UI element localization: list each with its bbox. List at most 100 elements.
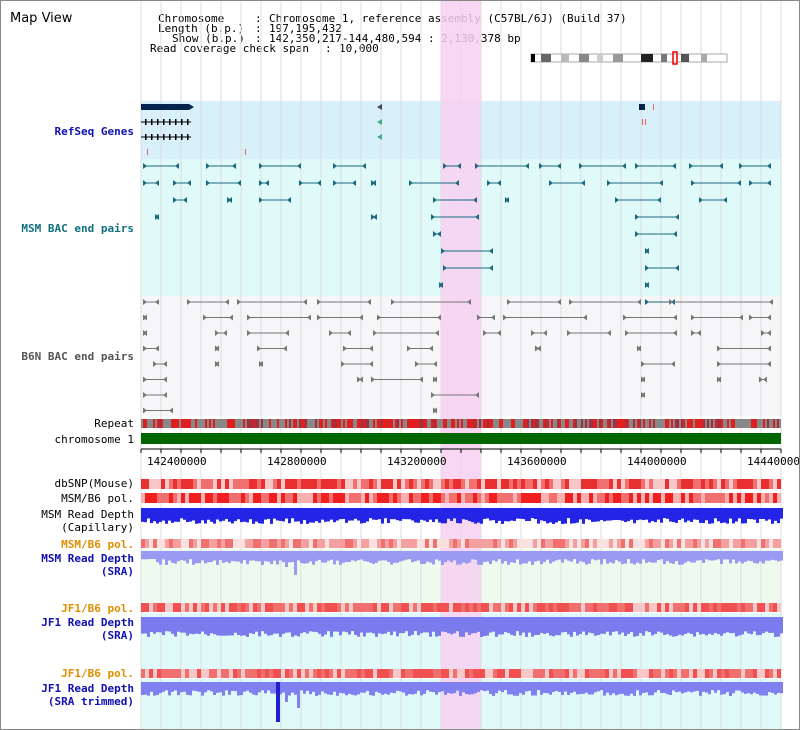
jf1-trim-depth-bar	[372, 682, 375, 696]
repeat-mark	[195, 419, 197, 428]
jf1-sra-depth-bar	[258, 617, 261, 637]
msm-cap-depth-bar	[705, 508, 708, 521]
msm-sra-depth-bar	[339, 551, 342, 565]
msm-cap-depth-bar	[327, 508, 330, 522]
jf1-pol2-cell	[645, 669, 649, 678]
msm-pol2-cell	[737, 539, 741, 548]
msm-pol-cell	[437, 493, 441, 503]
msm-cap-depth-bar	[411, 508, 414, 521]
b6n-bac-pair-end	[433, 407, 437, 414]
jf1-pol-cell	[245, 603, 249, 612]
jf1-pol2-cell	[185, 669, 189, 678]
repeat-mark	[639, 419, 641, 428]
jf1-pol-cell	[621, 603, 625, 612]
jf1-pol2-cell	[593, 669, 597, 678]
jf1-sra-depth-bar	[513, 617, 516, 636]
msm-bac-pair-end	[739, 163, 743, 169]
jf1-sra-depth-bar	[408, 617, 411, 637]
msm-bac-pair-end	[473, 197, 477, 203]
jf1-sra-depth-bar	[627, 617, 630, 634]
msm-pol-cell	[341, 493, 345, 503]
dbsnp-cell	[689, 479, 693, 489]
repeat-mark	[255, 419, 257, 428]
repeat-mark	[415, 419, 417, 428]
msm-pol2-cell	[705, 539, 709, 548]
msm-cap-depth-bar	[561, 508, 564, 524]
jf1-trim-depth-bar	[378, 682, 381, 694]
jf1-trim-depth-bar	[243, 682, 246, 692]
msm-sra-depth-bar	[423, 551, 426, 565]
msm-pol2-cell	[385, 539, 389, 548]
msm-cap-depth-bar	[378, 508, 381, 520]
jf1-pol2-cell	[413, 669, 417, 678]
msm-sra-depth-bar	[477, 551, 480, 565]
repeat-mark	[461, 419, 463, 428]
msm-sra-depth-bar	[399, 551, 402, 562]
jf1-pol-cell	[173, 603, 177, 612]
msm-pol2-cell	[465, 539, 469, 548]
gene-arrow	[377, 104, 382, 110]
jf1-pol2-cell	[281, 669, 285, 678]
jf1-trim-depth-bar	[516, 682, 519, 696]
jf1-trim-depth-bar	[399, 682, 402, 692]
msm-sra-depth-bar	[465, 551, 468, 564]
dbsnp-cell	[705, 479, 709, 489]
repeat-mark	[671, 419, 673, 428]
msm-cap-depth-bar	[303, 508, 306, 521]
repeat-mark	[433, 419, 435, 428]
ideogram-band	[701, 54, 707, 62]
jf1-trim-depth-bar	[573, 682, 576, 692]
msm-pol-cell	[217, 493, 221, 503]
jf1-pol-cell	[369, 603, 373, 612]
jf1-pol2-cell	[293, 669, 297, 678]
jf1-sra-depth-bar	[324, 617, 327, 635]
b6n-bac-pair-end	[767, 345, 771, 352]
b6n-bac-pair-end	[341, 361, 345, 367]
msm-cap-depth-bar	[771, 508, 774, 524]
jf1-sra-depth-bar	[585, 617, 588, 636]
msm-cap-depth-bar	[321, 508, 324, 520]
repeat-mark	[677, 419, 679, 428]
dbsnp-cell	[345, 479, 349, 489]
jf1-sra-depth-bar	[432, 617, 435, 632]
msm-cap-depth-bar	[672, 508, 675, 523]
jf1-trim-depth-bar	[222, 682, 225, 696]
msm-bac-pair-end	[433, 231, 437, 237]
repeat-mark	[753, 419, 755, 428]
jf1-sra-depth-bar	[588, 617, 591, 633]
dbsnp-cell	[569, 479, 573, 489]
msm-cap-depth-bar	[531, 508, 534, 519]
msm-pol-cell	[713, 493, 717, 503]
msm-pol2-cell	[349, 539, 353, 548]
msm-cap-depth-bar	[216, 508, 219, 520]
jf1-trim-depth-bar	[231, 682, 234, 691]
jf1-sra-depth-bar	[594, 617, 597, 636]
msm-cap-depth-bar	[255, 508, 258, 522]
msm-sra-depth-bar	[174, 551, 177, 564]
msm-pol-cell	[597, 493, 601, 503]
msm-sra-depth-bar	[216, 551, 219, 565]
b6n-bac-pair-end	[215, 361, 219, 367]
msm-sra-depth-bar	[213, 551, 216, 561]
msm-sra-depth-bar	[711, 551, 714, 561]
msm-sra-depth-bar	[513, 551, 516, 563]
msm-pol-cell	[141, 493, 145, 503]
repeat-mark	[675, 419, 677, 428]
jf1-pol2-cell	[461, 669, 465, 678]
dbsnp-cell	[325, 479, 329, 489]
jf1-pol-cell	[253, 603, 257, 612]
jf1-sra-depth-bar	[357, 617, 360, 637]
msm-cap-depth-bar	[549, 508, 552, 523]
gene-exon	[151, 119, 153, 125]
jf1-pol2-cell	[485, 669, 489, 678]
jf1-sra-depth-bar	[279, 617, 282, 637]
jf1-sra-depth-bar	[150, 617, 153, 632]
jf1-pol-cell	[529, 603, 533, 612]
msm-pol-cell	[461, 493, 465, 503]
repeat-mark	[567, 419, 569, 428]
jf1-trim-depth-bar	[699, 682, 702, 696]
msm-cap-depth-bar	[192, 508, 195, 521]
msm-bac-pair-end	[539, 163, 543, 169]
dbsnp-cell	[213, 479, 217, 489]
